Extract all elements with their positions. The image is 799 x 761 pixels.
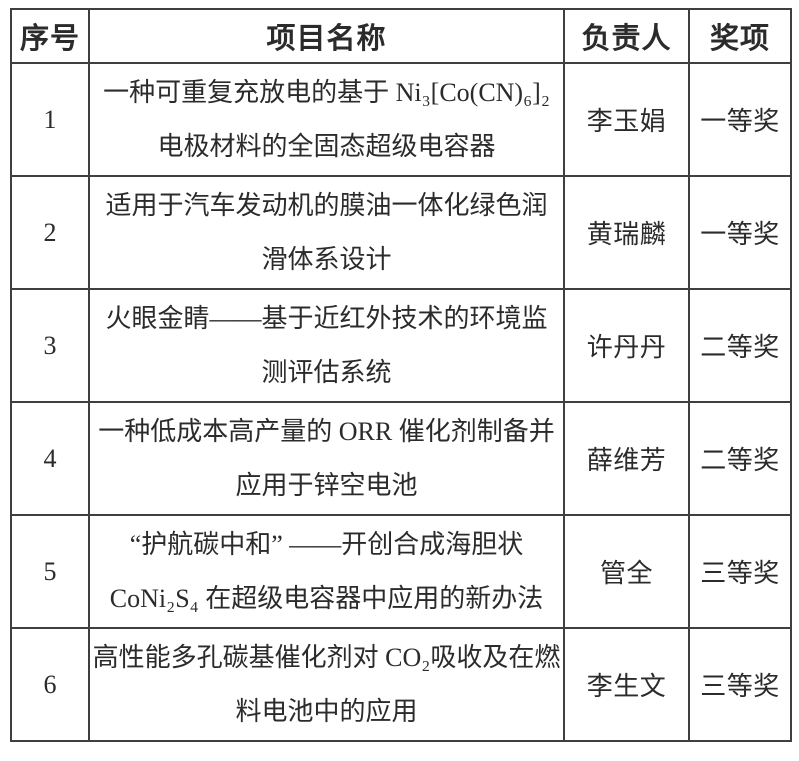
leader-name: 许丹丹 xyxy=(563,288,690,403)
column-header-award: 奖项 xyxy=(688,8,792,64)
table-row: 1 一种可重复充放电的基于 Ni₃[Co(CN)₆]₂ 电极材料的全固态超级电容… xyxy=(10,62,792,177)
leader-name: 薛维芳 xyxy=(563,401,690,516)
column-header-no: 序号 xyxy=(10,8,90,64)
leader-name: 管全 xyxy=(563,514,690,629)
project-name-cell: 火眼金睛——基于近红外技术的环境监 测评估系统 xyxy=(88,288,565,403)
award-level: 二等奖 xyxy=(688,288,792,403)
award-level: 二等奖 xyxy=(688,401,792,516)
award-level: 三等奖 xyxy=(688,627,792,742)
project-name-line: 火眼金睛——基于近红外技术的环境监 xyxy=(105,303,548,333)
award-level: 一等奖 xyxy=(688,175,792,290)
row-number: 3 xyxy=(10,288,90,403)
column-header-leader: 负责人 xyxy=(563,8,690,64)
project-name-line: 一种可重复充放电的基于 Ni₃[Co(CN)₆]₂ xyxy=(103,77,550,107)
leader-name: 黄瑞麟 xyxy=(563,175,690,290)
project-name-line: 一种低成本高产量的 ORR 催化剂制备并 xyxy=(98,416,555,446)
project-name-line: 滑体系设计 xyxy=(261,244,392,274)
leader-name: 李玉娟 xyxy=(563,62,690,177)
row-number: 5 xyxy=(10,514,90,629)
row-number: 2 xyxy=(10,175,90,290)
project-name-cell: 适用于汽车发动机的膜油一体化绿色润 滑体系设计 xyxy=(88,175,565,290)
row-number: 4 xyxy=(10,401,90,516)
row-number: 1 xyxy=(10,62,90,177)
project-name-cell: “护航碳中和” ——开创合成海胆状 CoNi₂S₄ 在超级电容器中应用的新办法 xyxy=(88,514,565,629)
project-name-line: 料电池中的应用 xyxy=(235,696,418,726)
table-row: 3 火眼金睛——基于近红外技术的环境监 测评估系统 许丹丹 二等奖 xyxy=(10,288,792,403)
leader-name: 李生文 xyxy=(563,627,690,742)
award-level: 一等奖 xyxy=(688,62,792,177)
award-level: 三等奖 xyxy=(688,514,792,629)
project-name-line: “护航碳中和” ——开创合成海胆状 xyxy=(129,529,524,559)
project-name-line: CoNi₂S₄ 在超级电容器中应用的新办法 xyxy=(109,583,544,613)
header-row: 序号 项目名称 负责人 奖项 xyxy=(10,8,792,64)
table-row: 2 适用于汽车发动机的膜油一体化绿色润 滑体系设计 黄瑞麟 一等奖 xyxy=(10,175,792,290)
project-name-line: 电极材料的全固态超级电容器 xyxy=(157,131,496,161)
project-name-line: 应用于锌空电池 xyxy=(235,470,418,500)
project-name-cell: 高性能多孔碳基催化剂对 CO₂吸收及在燃 料电池中的应用 xyxy=(88,627,565,742)
project-name-cell: 一种低成本高产量的 ORR 催化剂制备并 应用于锌空电池 xyxy=(88,401,565,516)
project-name-line: 测评估系统 xyxy=(261,357,392,387)
column-header-project-name: 项目名称 xyxy=(88,8,565,64)
table-row: 6 高性能多孔碳基催化剂对 CO₂吸收及在燃 料电池中的应用 李生文 三等奖 xyxy=(10,627,792,742)
table-row: 4 一种低成本高产量的 ORR 催化剂制备并 应用于锌空电池 薛维芳 二等奖 xyxy=(10,401,792,516)
awards-table: 序号 项目名称 负责人 奖项 1 一种可重复充放电的基于 Ni₃[Co(CN)₆… xyxy=(10,8,792,742)
project-name-line: 适用于汽车发动机的膜油一体化绿色润 xyxy=(105,190,548,220)
project-name-line: 高性能多孔碳基催化剂对 CO₂吸收及在燃 xyxy=(92,642,561,672)
project-name-cell: 一种可重复充放电的基于 Ni₃[Co(CN)₆]₂ 电极材料的全固态超级电容器 xyxy=(88,62,565,177)
row-number: 6 xyxy=(10,627,90,742)
table-row: 5 “护航碳中和” ——开创合成海胆状 CoNi₂S₄ 在超级电容器中应用的新办… xyxy=(10,514,792,629)
